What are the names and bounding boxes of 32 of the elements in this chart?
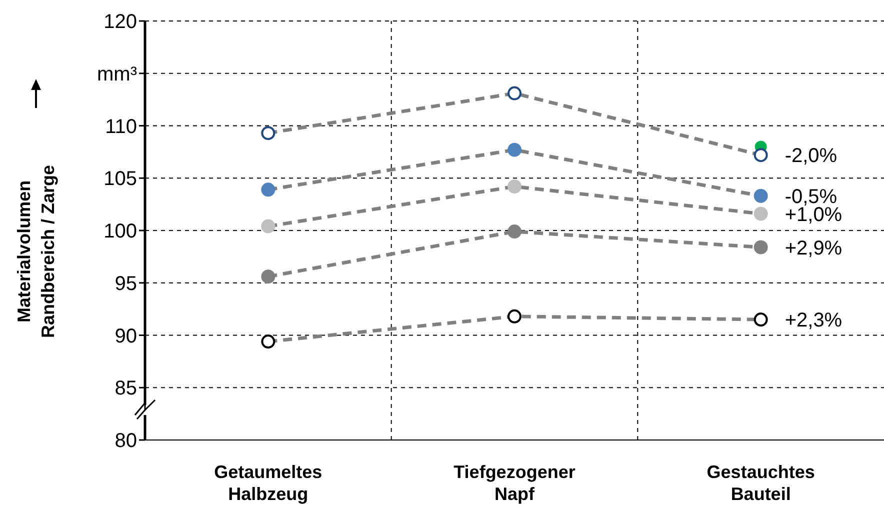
point — [508, 180, 522, 194]
annotation: -2,0% — [784, 145, 838, 168]
annotation: -0,5% — [784, 186, 838, 208]
point — [508, 224, 522, 239]
y-axis-title: Materialvolumen Randbereich / Zarge — [14, 164, 58, 338]
x-tick-label: Getaumeltes Halbzeug — [214, 462, 322, 504]
point — [508, 142, 522, 157]
point — [754, 206, 768, 221]
y-tick-label: 80 — [114, 430, 137, 452]
y-tick-label: 90 — [114, 325, 137, 348]
point — [261, 219, 276, 234]
annotation: +2,9% — [784, 237, 842, 260]
point — [754, 240, 768, 254]
point — [261, 182, 276, 197]
y-tick-label: 110 — [105, 116, 137, 138]
point — [508, 86, 522, 100]
y-tick-label: mm³ — [97, 63, 138, 86]
y-tick-label: 100 — [104, 220, 137, 243]
point — [754, 312, 768, 327]
y-tick-label: 105 — [104, 168, 137, 190]
y-tick-label: 95 — [114, 272, 137, 295]
point — [754, 148, 768, 162]
point — [508, 309, 522, 324]
point — [261, 270, 276, 284]
y-tick-label: 120 — [104, 11, 137, 34]
point — [261, 334, 276, 349]
annotation: +2,3% — [784, 310, 842, 332]
point — [261, 126, 276, 140]
point — [754, 188, 768, 203]
x-tick-label: Gestauchtes Bauteil — [706, 462, 815, 504]
y-tick-label: 85 — [114, 378, 137, 400]
x-tick-label: Tiefgezogener Napf — [454, 462, 576, 504]
